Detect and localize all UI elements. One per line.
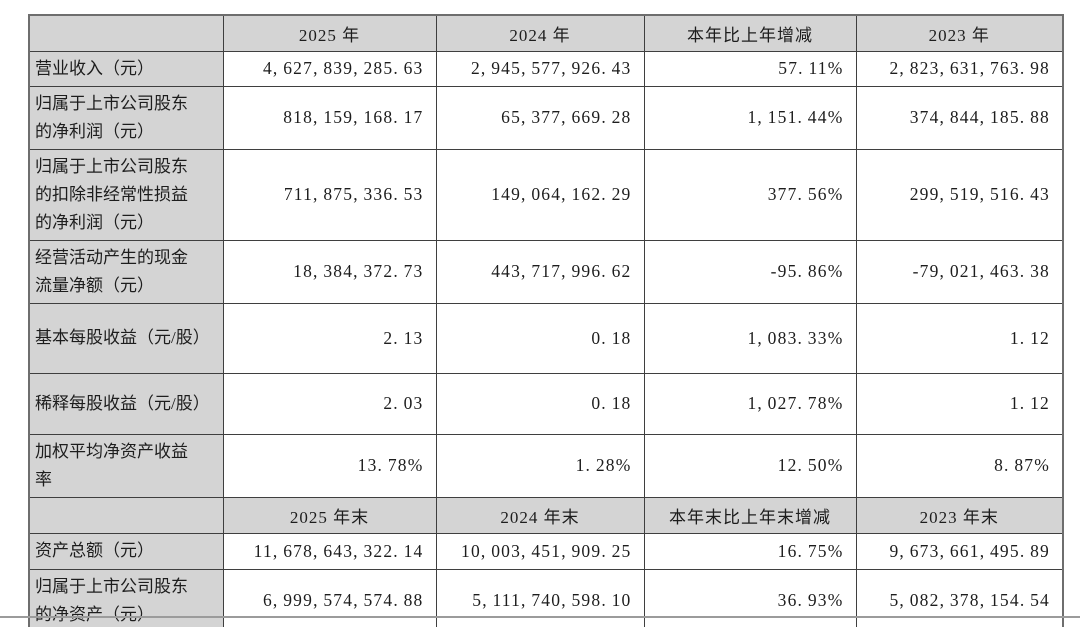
table-row-total-assets: 资产总额（元） 11, 678, 643, 322. 14 10, 003, 4… [28,532,1064,570]
cell-value-2023: 299, 519, 516. 43 [855,148,1064,241]
row-label: 稀释每股收益（元/股） [28,372,224,435]
column-header-2025: 2025 年 [222,14,437,52]
header-row-period-end: 2025 年末 2024 年末 本年末比上年末增减 2023 年末 [28,496,1064,534]
cell-value-change: 1, 151. 44% [643,85,857,150]
column-header-2023-end: 2023 年末 [855,496,1064,534]
column-header-blank [28,496,224,534]
cell-value-2023: 1. 12 [855,302,1064,374]
cell-value-change: -95. 86% [643,239,857,304]
cell-value-2023: 8. 87% [855,433,1064,498]
table-row-net-profit-attributable: 归属于上市公司股东的净利润（元） 818, 159, 168. 17 65, 3… [28,85,1064,150]
cell-value-2024: 149, 064, 162. 29 [435,148,645,241]
table-row-net-assets-attributable: 归属于上市公司股东的净资产（元） 6, 999, 574, 574. 88 5,… [28,568,1064,627]
cell-value-2023: -79, 021, 463. 38 [855,239,1064,304]
row-label: 资产总额（元） [28,532,224,570]
cell-value-2023: 2, 823, 631, 763. 98 [855,50,1064,87]
table-row-basic-eps: 基本每股收益（元/股） 2. 13 0. 18 1, 083. 33% 1. 1… [28,302,1064,374]
cell-value-2025: 711, 875, 336. 53 [222,148,437,241]
row-label: 加权平均净资产收益率 [28,433,224,498]
cell-value-change: 36. 93% [643,568,857,627]
table-row-operating-cash-flow: 经营活动产生的现金流量净额（元） 18, 384, 372. 73 443, 7… [28,239,1064,304]
cell-value-2025: 4, 627, 839, 285. 63 [222,50,437,87]
financial-summary-table: 2025 年 2024 年 本年比上年增减 2023 年 营业收入（元） 4, … [28,14,1064,627]
cell-value-change: 57. 11% [643,50,857,87]
cell-value-change: 1, 083. 33% [643,302,857,374]
column-header-blank [28,14,224,52]
table-row-net-profit-excl-nonrecurring: 归属于上市公司股东的扣除非经常性损益的净利润（元） 711, 875, 336.… [28,148,1064,241]
column-header-2024-end: 2024 年末 [435,496,645,534]
column-header-yoy-change: 本年比上年增减 [643,14,857,52]
page-bottom-rule [0,616,1080,618]
row-label: 经营活动产生的现金流量净额（元） [28,239,224,304]
column-header-2025-end: 2025 年末 [222,496,437,534]
column-header-2024: 2024 年 [435,14,645,52]
column-header-2023: 2023 年 [855,14,1064,52]
cell-value-2025: 11, 678, 643, 322. 14 [222,532,437,570]
cell-value-change: 16. 75% [643,532,857,570]
row-label: 归属于上市公司股东的净资产（元） [28,568,224,627]
cell-value-change: 1, 027. 78% [643,372,857,435]
cell-value-2025: 6, 999, 574, 574. 88 [222,568,437,627]
cell-value-2023: 5, 082, 378, 154. 54 [855,568,1064,627]
header-row-current-period: 2025 年 2024 年 本年比上年增减 2023 年 [28,14,1064,52]
row-label: 归属于上市公司股东的净利润（元） [28,85,224,150]
table-row-diluted-eps: 稀释每股收益（元/股） 2. 03 0. 18 1, 027. 78% 1. 1… [28,372,1064,435]
cell-value-2024: 2, 945, 577, 926. 43 [435,50,645,87]
cell-value-2023: 9, 673, 661, 495. 89 [855,532,1064,570]
cell-value-2024: 1. 28% [435,433,645,498]
cell-value-change: 12. 50% [643,433,857,498]
cell-value-2025: 2. 13 [222,302,437,374]
cell-value-2024: 65, 377, 669. 28 [435,85,645,150]
cell-value-2024: 0. 18 [435,372,645,435]
cell-value-2024: 10, 003, 451, 909. 25 [435,532,645,570]
cell-value-2024: 0. 18 [435,302,645,374]
cell-value-2025: 818, 159, 168. 17 [222,85,437,150]
table-row-operating-revenue: 营业收入（元） 4, 627, 839, 285. 63 2, 945, 577… [28,50,1064,87]
cell-value-2025: 13. 78% [222,433,437,498]
cell-value-2024: 443, 717, 996. 62 [435,239,645,304]
cell-value-change: 377. 56% [643,148,857,241]
cell-value-2025: 2. 03 [222,372,437,435]
column-header-end-change: 本年末比上年末增减 [643,496,857,534]
row-label: 基本每股收益（元/股） [28,302,224,374]
table-row-weighted-avg-roe: 加权平均净资产收益率 13. 78% 1. 28% 12. 50% 8. 87% [28,433,1064,498]
cell-value-2023: 374, 844, 185. 88 [855,85,1064,150]
cell-value-2023: 1. 12 [855,372,1064,435]
row-label: 营业收入（元） [28,50,224,87]
row-label: 归属于上市公司股东的扣除非经常性损益的净利润（元） [28,148,224,241]
cell-value-2024: 5, 111, 740, 598. 10 [435,568,645,627]
cell-value-2025: 18, 384, 372. 73 [222,239,437,304]
